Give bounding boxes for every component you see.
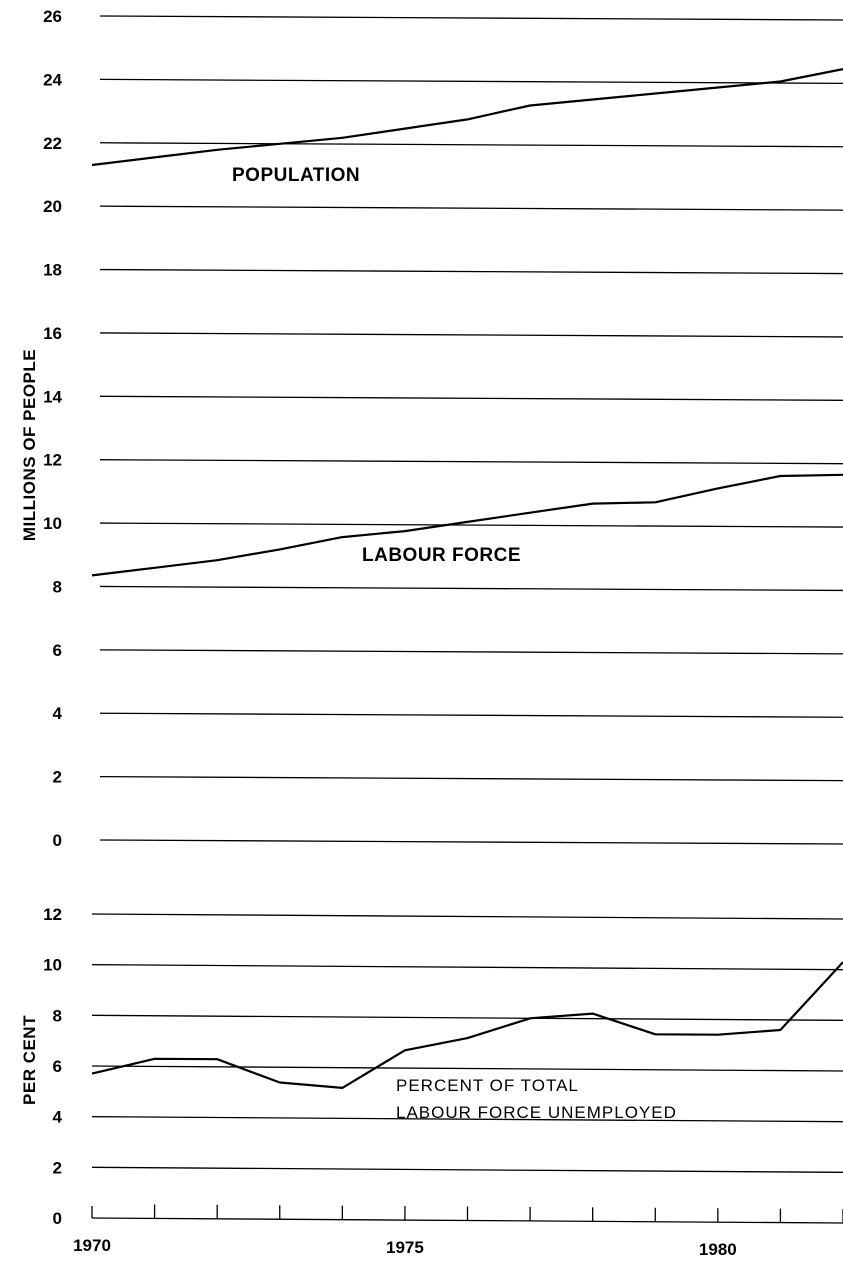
gridline	[99, 142, 843, 148]
gridline	[99, 78, 843, 85]
bottom-panel-gridlines	[91, 913, 843, 1173]
series-line-population	[91, 68, 843, 167]
y-tick-label: 6	[53, 641, 62, 660]
y-tick-label: 20	[43, 197, 62, 216]
x-tick-label: 1975	[386, 1238, 424, 1257]
gridline	[99, 712, 843, 718]
gridline	[91, 1065, 843, 1072]
top-y-axis-title: MILLIONS OF PEOPLE	[20, 349, 39, 541]
top-panel-series	[91, 68, 843, 577]
gridline	[99, 268, 843, 275]
gridline	[99, 15, 843, 21]
y-tick-label: 4	[53, 704, 63, 723]
series-line-percent-of-total-labour-force-unemployed	[91, 961, 843, 1090]
gridline	[99, 332, 843, 338]
y-tick-label: 6	[53, 1057, 62, 1076]
gridline	[91, 913, 843, 920]
y-tick-label: 0	[53, 1209, 62, 1228]
gridline	[99, 459, 843, 465]
y-tick-label: 2	[53, 1158, 62, 1177]
y-tick-label: 8	[53, 577, 62, 596]
gridline	[99, 839, 843, 845]
series-label-unemployed-line2: LABOUR FORCE UNEMPLOYED	[396, 1103, 677, 1122]
y-tick-label: 4	[53, 1108, 63, 1127]
y-tick-label: 14	[43, 387, 62, 406]
gridline	[99, 649, 843, 655]
gridline	[99, 205, 843, 211]
y-tick-label: 0	[53, 831, 62, 850]
y-tick-label: 22	[43, 134, 62, 153]
top-panel-gridlines	[99, 15, 843, 845]
x-tick-label: 1980	[699, 1240, 737, 1259]
gridline	[99, 585, 843, 592]
gridline	[91, 1014, 843, 1021]
gridline	[91, 964, 843, 971]
y-tick-label: 24	[43, 70, 62, 89]
y-tick-label: 12	[43, 905, 62, 924]
bottom-y-axis-title: PER CENT	[20, 1015, 39, 1105]
y-tick-label: 2	[53, 768, 62, 787]
y-tick-label: 26	[43, 7, 62, 26]
gridline	[91, 1116, 843, 1123]
y-tick-label: 12	[43, 451, 62, 470]
gridline	[99, 775, 843, 782]
gridline	[99, 522, 843, 528]
series-line-labour-force	[91, 473, 843, 577]
y-tick-label: 10	[43, 956, 62, 975]
series-label-labour-force: LABOUR FORCE	[362, 545, 521, 566]
x-axis: 1970 1975 1980	[73, 1204, 843, 1259]
x-tick-label: 1970	[73, 1236, 111, 1255]
gridline	[91, 1166, 843, 1173]
y-tick-label: 10	[43, 514, 62, 533]
y-tick-label: 8	[53, 1006, 62, 1025]
bottom-panel-y-tick-labels: 0 2 4 6 8 10 12	[43, 905, 62, 1228]
series-label-unemployed-line1: PERCENT OF TOTAL	[396, 1076, 579, 1095]
series-label-population: POPULATION	[232, 165, 360, 186]
y-tick-label: 18	[43, 261, 62, 280]
bottom-panel-series	[91, 961, 843, 1090]
y-tick-label: 16	[43, 324, 62, 343]
gridline	[99, 395, 843, 401]
